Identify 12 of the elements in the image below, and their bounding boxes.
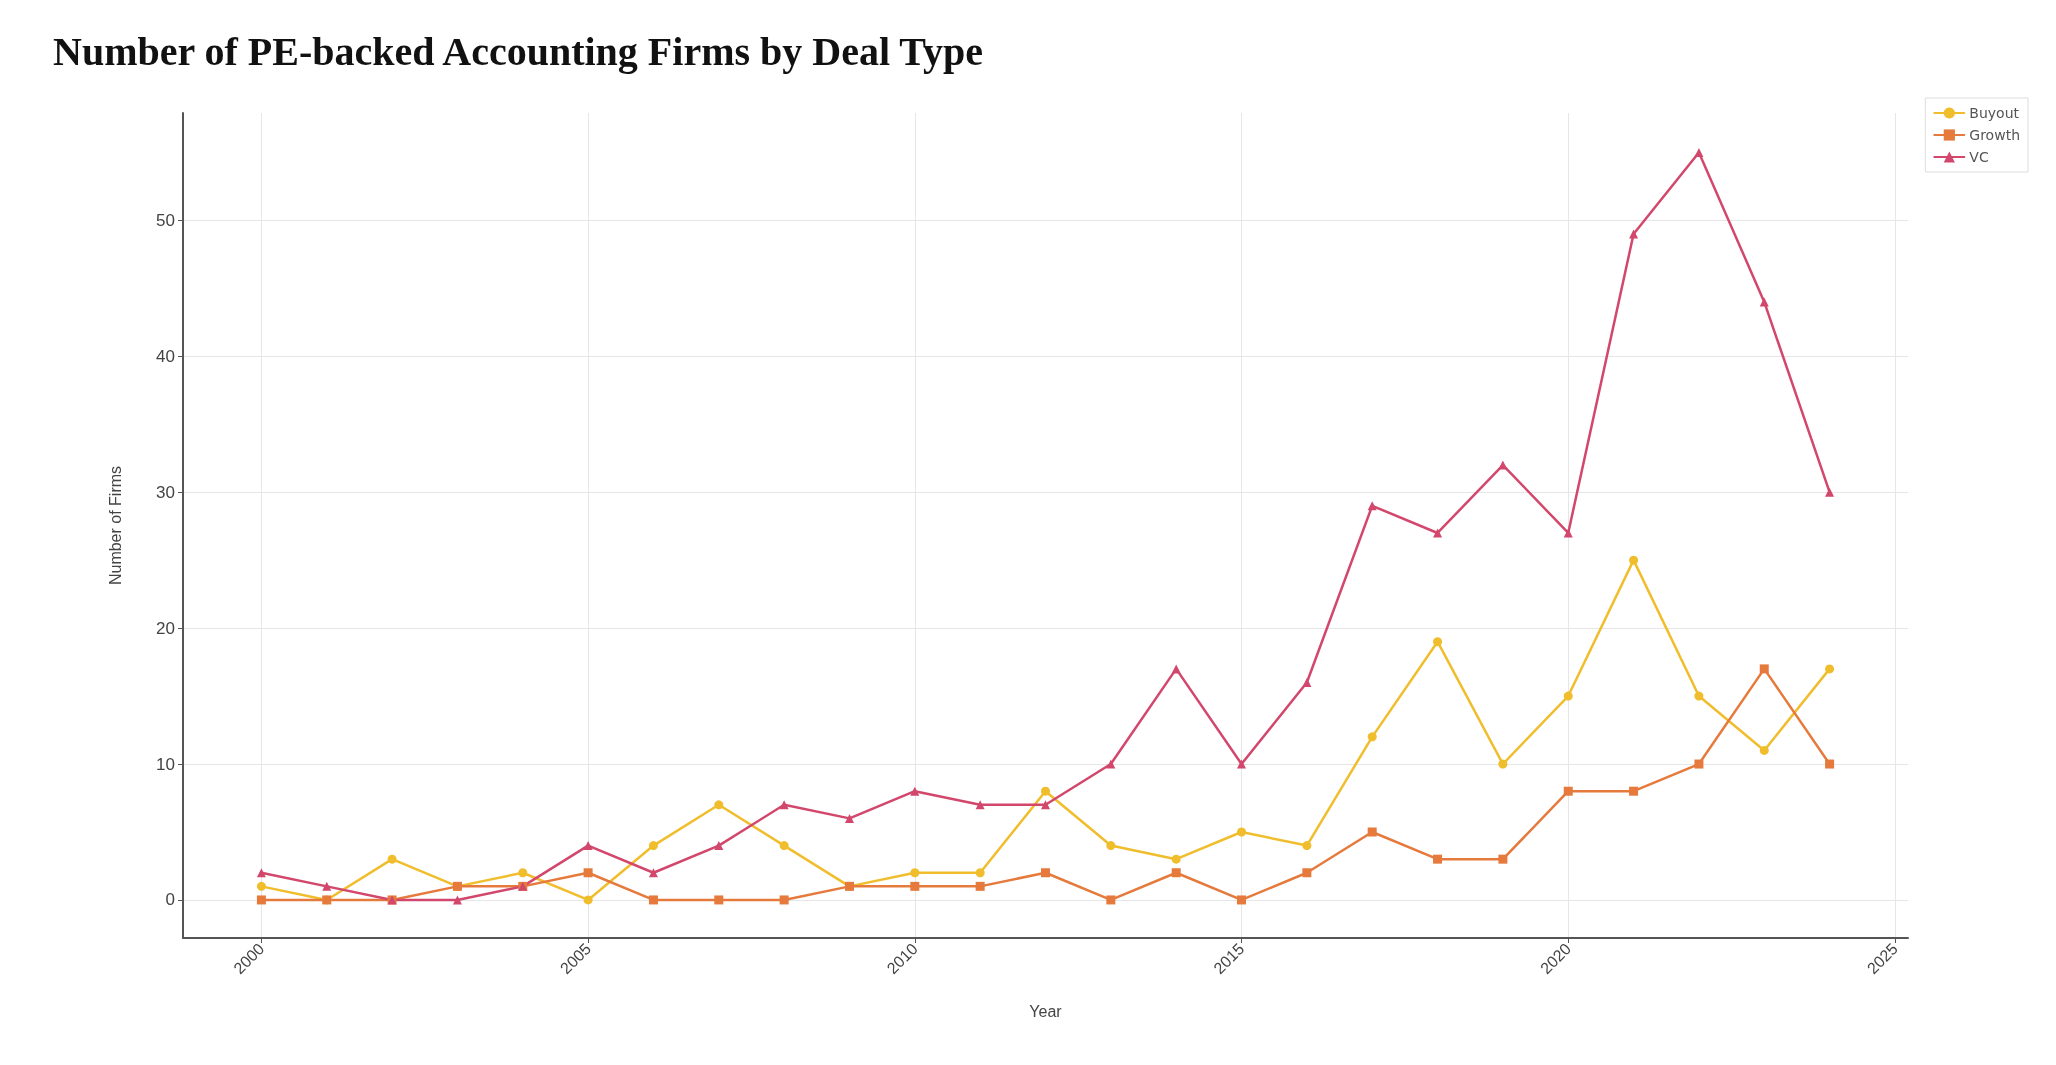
y-tick-label: 0 — [165, 890, 175, 910]
chart-title: Number of PE-backed Accounting Firms by Deal Type — [53, 28, 984, 74]
y-tick-label: 50 — [156, 210, 175, 230]
y-tick-label: 40 — [156, 346, 175, 366]
legend-label: VC — [1969, 149, 1989, 165]
y-tick-label: 20 — [156, 618, 175, 638]
legend-label: Buyout — [1969, 105, 2020, 121]
y-tick-label: 10 — [156, 754, 175, 774]
y-tick-label: 30 — [156, 482, 175, 502]
y-axis-title: Number of Firms — [106, 465, 124, 586]
legend-label: Growth — [1969, 127, 2021, 143]
x-axis-title: Year — [1029, 1002, 1063, 1020]
